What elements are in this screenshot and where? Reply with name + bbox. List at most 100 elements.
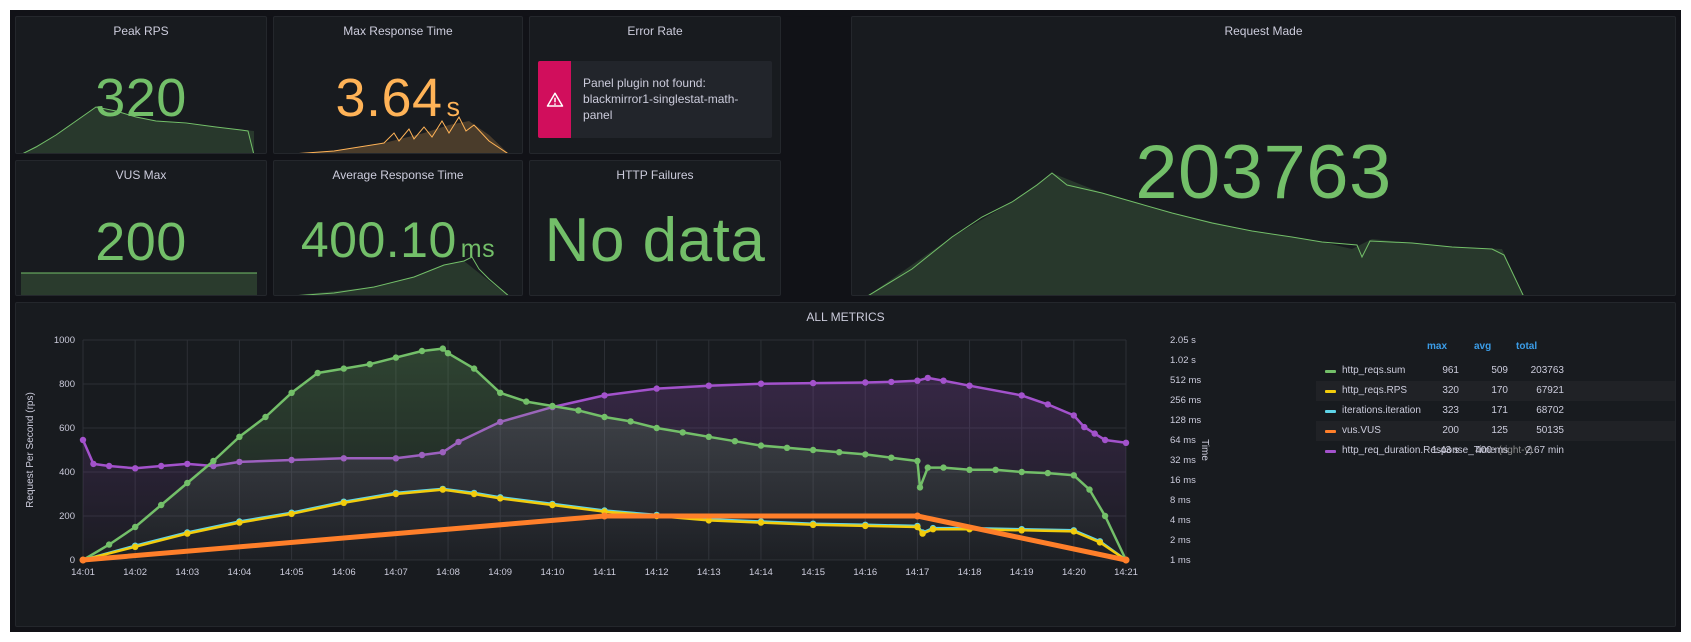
x-tick-label: 14:04: [228, 567, 252, 578]
data-point-http-reqs-sum: [940, 464, 947, 471]
http-failures-value: No data: [544, 206, 766, 275]
y-tick-label: 1000: [54, 335, 75, 346]
legend-series-name[interactable]: http_req_duration.Response_Time (right-y…: [1342, 445, 1533, 456]
x-tick-label: 14:16: [853, 567, 877, 578]
data-point-http-reqs-sum: [653, 424, 660, 432]
y2-tick-label: 64 ms: [1170, 435, 1196, 446]
series-line-vus-vus: [80, 513, 1129, 563]
data-point-http-req-duration-response-time: [966, 382, 973, 389]
data-point-http-reqs-sum: [392, 354, 400, 361]
data-point-http-req-duration-response-time: [90, 460, 97, 468]
legend-swatch: [1325, 370, 1336, 373]
data-point-http-reqs-sum: [1070, 472, 1078, 479]
data-point-http-req-duration-response-time: [653, 385, 660, 392]
all-metrics-chart: 0 200 400 600 800 1000 14:01 14:02 14:03 14:04 14:…: [25, 335, 1210, 578]
legend-row[interactable]: iterations.iteration 323 171 68702: [1316, 401, 1675, 421]
panel-title: Average Response Time: [332, 168, 464, 182]
legend-series-name[interactable]: vus.VUS: [1342, 425, 1381, 436]
panel-title: Error Rate: [627, 24, 683, 38]
data-point-http-reqs-rps: [392, 490, 400, 498]
data-point-http-reqs-sum: [184, 479, 191, 487]
data-point-http-req-duration-response-time: [1044, 401, 1052, 408]
data-point-http-reqs-sum: [262, 413, 269, 421]
data-point-http-reqs-sum: [966, 466, 973, 473]
x-tick-label: 14:06: [332, 567, 356, 578]
data-point-http-req-duration-response-time: [158, 462, 165, 470]
legend-header-total[interactable]: total: [1516, 341, 1538, 352]
data-point-http-reqs-rps: [132, 543, 139, 550]
http-failures-panel[interactable]: HTTP Failures No data: [529, 160, 781, 296]
all-metrics-panel[interactable]: ALL METRICS 0 200 400 600 800 1000 14:01 14:02 1…: [15, 302, 1676, 627]
data-point-http-reqs-sum: [366, 361, 373, 368]
data-point-http-reqs-rps: [757, 519, 765, 526]
y2-tick-label: 2.05 s: [1170, 335, 1196, 346]
x-tick-label: 14:07: [384, 567, 408, 578]
data-point-http-req-duration-response-time: [809, 379, 817, 387]
avg-response-unit: ms: [460, 235, 496, 263]
x-tick-label: 14:18: [958, 567, 982, 578]
data-point-http-reqs-sum: [236, 433, 243, 440]
request-made-panel[interactable]: Request Made 203763: [851, 16, 1676, 296]
y-tick-label: 200: [59, 511, 75, 522]
data-point-http-req-duration-response-time: [1081, 423, 1088, 431]
x-tick-label: 14:19: [1010, 567, 1034, 578]
legend-series-name[interactable]: iterations.iteration: [1342, 405, 1421, 416]
avg-response-sparkline: [297, 256, 509, 295]
legend-header-avg[interactable]: avg: [1474, 341, 1492, 352]
y-tick-label: 0: [70, 555, 75, 566]
legend-max-value: 323: [1442, 405, 1459, 416]
y2-tick-label: 2 ms: [1170, 535, 1191, 546]
peak-rps-panel[interactable]: Peak RPS 320: [15, 16, 267, 154]
data-point-http-reqs-sum: [627, 418, 634, 425]
data-point-http-req-duration-response-time: [184, 460, 191, 468]
x-tick-label: 14:21: [1114, 567, 1138, 578]
y2-tick-label: 1.02 s: [1170, 355, 1196, 366]
data-point-http-reqs-rps: [862, 522, 869, 530]
data-point-http-reqs-sum: [757, 442, 765, 449]
legend-avg-value: 125: [1491, 425, 1508, 436]
vus-max-panel[interactable]: VUS Max 200: [15, 160, 267, 296]
data-point-http-req-duration-response-time: [1070, 412, 1078, 419]
data-point-http-reqs-rps: [809, 521, 817, 528]
x-tick-label: 14:12: [645, 567, 669, 578]
x-tick-label: 14:03: [175, 567, 199, 578]
legend-avg-value: 509: [1491, 365, 1508, 376]
panel-title: ALL METRICS: [806, 310, 885, 324]
x-tick-label: 14:08: [436, 567, 460, 578]
data-point-vus-vus: [79, 556, 87, 564]
legend-row[interactable]: vus.VUS 200 125 50135: [1316, 421, 1675, 441]
warning-icon: [538, 61, 572, 138]
legend-swatch: [1325, 430, 1336, 433]
legend-header-max[interactable]: max: [1427, 341, 1448, 352]
legend-axis-note: (right-y): [1495, 445, 1533, 456]
error-rate-panel[interactable]: Error Rate Panel plugin not found: black…: [529, 16, 781, 154]
legend-series-name[interactable]: http_reqs.RPS: [1342, 385, 1408, 396]
data-point-http-req-duration-response-time: [105, 462, 113, 470]
x-tick-label: 14:09: [488, 567, 512, 578]
legend-row[interactable]: http_req_duration.Response_Time (right-y…: [1316, 441, 1675, 461]
x-tick-label: 14:11: [593, 567, 616, 578]
max-response-time-panel[interactable]: Max Response Time 3.64 s: [273, 16, 523, 154]
data-point-http-req-duration-response-time: [924, 374, 931, 382]
y2-axis-label: Time: [1199, 439, 1210, 461]
request-made-value: 203763: [1135, 130, 1392, 215]
legend-swatch: [1325, 390, 1336, 393]
legend-total-value: 203763: [1530, 365, 1564, 376]
x-tick-label: 14:14: [749, 567, 773, 578]
average-response-time-panel[interactable]: Average Response Time 400.10 ms: [273, 160, 523, 296]
data-point-http-reqs-sum: [836, 449, 843, 456]
legend-avg-value: 171: [1491, 405, 1508, 416]
data-point-http-req-duration-response-time: [940, 377, 947, 384]
data-point-http-reqs-sum: [916, 484, 924, 491]
max-response-number: 3.64: [335, 68, 443, 128]
legend-row[interactable]: http_reqs.RPS 320 170 67921: [1316, 381, 1675, 401]
legend-row[interactable]: http_reqs.sum 961 509 203763: [1316, 361, 1675, 381]
avg-response-number: 400.10: [300, 212, 457, 268]
legend-series-name[interactable]: http_reqs.sum: [1342, 365, 1406, 376]
data-point-http-reqs-sum: [444, 350, 452, 357]
data-point-http-reqs-rps: [470, 490, 478, 498]
max-response-unit: s: [446, 92, 461, 122]
y-axis-label: Request Per Second (rps): [25, 392, 36, 508]
data-point-http-reqs-sum: [575, 407, 582, 414]
data-point-vus-vus: [913, 512, 921, 520]
